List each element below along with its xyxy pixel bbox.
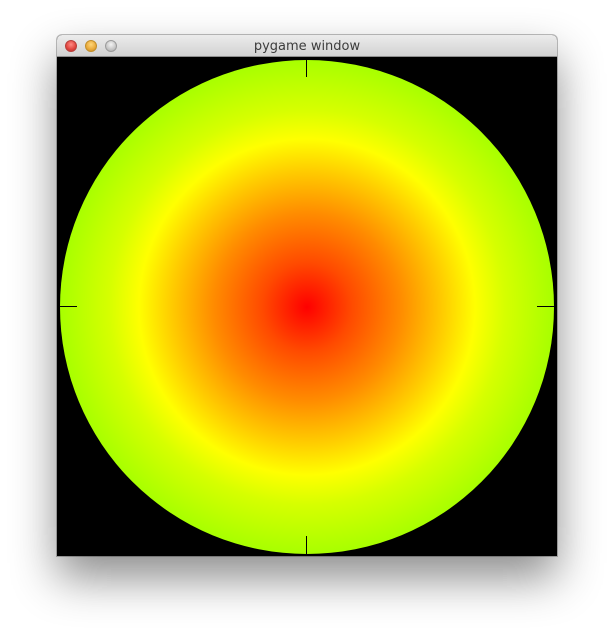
close-icon[interactable] [65,40,77,52]
zoom-icon[interactable] [105,40,117,52]
crosshair-tick-top [306,57,307,77]
game-canvas[interactable] [57,57,557,556]
crosshair-tick-left [57,306,77,307]
window-title: pygame window [253,39,361,54]
minimize-icon[interactable] [85,40,97,52]
pygame-window: pygame window [57,35,557,556]
crosshair-tick-bottom [306,536,307,556]
gradient-disc [60,60,554,554]
title-bar[interactable]: pygame window [57,35,557,57]
crosshair-tick-right [537,306,557,307]
